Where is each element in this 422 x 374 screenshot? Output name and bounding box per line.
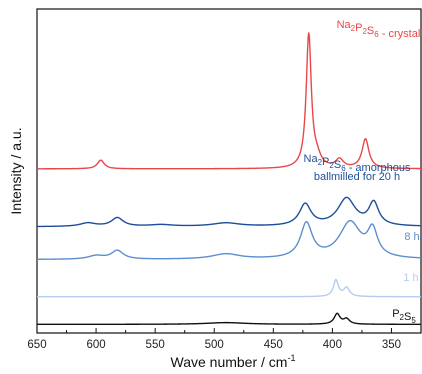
series-line-8h bbox=[37, 219, 422, 260]
series-line-P2S5 bbox=[37, 312, 421, 326]
series-label-1h: 1 h bbox=[403, 272, 418, 284]
series-labels: Na2P2S6 - crystalline Na2P2S6 - amorphous… bbox=[304, 19, 422, 325]
x-tick-label: 600 bbox=[86, 339, 105, 351]
series-layer bbox=[37, 32, 422, 326]
series-label-crystalline: Na2P2S6 - crystalline bbox=[337, 19, 422, 40]
series-line-1h bbox=[37, 278, 421, 298]
x-tick-label: 650 bbox=[27, 339, 46, 351]
x-tick-label: 500 bbox=[205, 339, 224, 351]
series-line-crystalline bbox=[37, 32, 422, 170]
x-tick-label: 450 bbox=[264, 339, 283, 351]
series-line-amorphous-20h bbox=[37, 196, 422, 228]
x-tick-label: 400 bbox=[323, 339, 342, 351]
series-label-amorphous-20h-line2: ballmilled for 20 h bbox=[314, 171, 400, 183]
series-label-8h: 8 h bbox=[404, 231, 419, 243]
x-axis-ticks: 650 600 550 500 450 400 350 bbox=[27, 328, 422, 351]
x-tick-label: 550 bbox=[146, 339, 165, 351]
series-label-amorphous-20h: Na2P2S6 - amorphous bbox=[304, 153, 411, 174]
plot-frame bbox=[36, 8, 422, 334]
y-axis-title: Intensity / a.u. bbox=[8, 127, 24, 214]
series-label-P2S5: P2S5 bbox=[392, 308, 416, 325]
x-tick-label: 350 bbox=[382, 339, 401, 351]
x-axis-title: Wave number / cm-1 bbox=[171, 353, 296, 370]
